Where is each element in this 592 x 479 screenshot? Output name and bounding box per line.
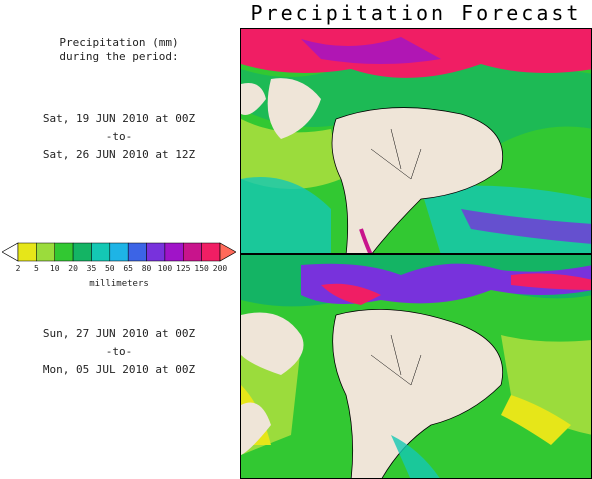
legend-tick-label: 10 bbox=[49, 264, 60, 273]
legend-swatch bbox=[183, 242, 202, 262]
legend-arrow-high bbox=[219, 242, 237, 262]
legend-swatch bbox=[146, 242, 166, 262]
header-line2: during the period: bbox=[59, 50, 179, 63]
legend-swatch bbox=[201, 242, 221, 262]
legend-header: Precipitation (mm) during the period: bbox=[0, 36, 238, 64]
legend-tick-label: 80 bbox=[141, 264, 152, 273]
legend-tick-label: 200 bbox=[212, 264, 228, 273]
period2-start: Sun, 27 JUN 2010 at 00Z bbox=[42, 327, 196, 340]
legend-swatch bbox=[109, 242, 129, 262]
map-period1 bbox=[240, 28, 592, 254]
period1-block: Sat, 19 JUN 2010 at 00Z -to- Sat, 26 JUN… bbox=[0, 112, 238, 162]
legend-swatch bbox=[72, 242, 92, 262]
legend-tick-label: 20 bbox=[68, 264, 78, 273]
legend-tick-label: 100 bbox=[157, 264, 173, 273]
legend-arrow-low bbox=[1, 242, 19, 262]
forecast-maps bbox=[240, 28, 592, 479]
legend-tick-label: 50 bbox=[104, 264, 115, 273]
legend-swatch bbox=[127, 242, 147, 262]
map-period2 bbox=[240, 254, 592, 479]
legend-tick-label: 65 bbox=[123, 264, 133, 273]
period2-to: -to- bbox=[105, 345, 133, 358]
period2-end: Mon, 05 JUL 2010 at 00Z bbox=[42, 363, 196, 376]
legend-swatch bbox=[17, 242, 37, 262]
precip-map-1 bbox=[241, 29, 591, 253]
legend-tick-label: 150 bbox=[194, 264, 209, 273]
precip-map-2 bbox=[241, 255, 591, 478]
legend-colorbar bbox=[1, 242, 237, 262]
legend-tick-label: 5 bbox=[33, 264, 39, 273]
period1-to: -to- bbox=[105, 130, 133, 143]
color-legend: 2 5 10 20 35 50 65 80 100 125 150 200 millimeters bbox=[1, 240, 237, 296]
legend-tick-label: 2 bbox=[15, 264, 21, 273]
legend-units: millimeters bbox=[89, 279, 149, 289]
legend-swatch bbox=[54, 242, 74, 262]
legend-tick-label: 125 bbox=[176, 264, 191, 273]
legend-tick-label: 35 bbox=[86, 264, 97, 273]
legend-tick-labels: 2 5 10 20 35 50 65 80 100 125 150 200 bbox=[2, 264, 236, 276]
period1-end: Sat, 26 JUN 2010 at 12Z bbox=[42, 148, 196, 161]
legend-swatch bbox=[164, 242, 184, 262]
period1-start: Sat, 19 JUN 2010 at 00Z bbox=[42, 112, 196, 125]
period2-block: Sun, 27 JUN 2010 at 00Z -to- Mon, 05 JUL… bbox=[0, 327, 238, 377]
legend-swatch bbox=[91, 242, 111, 262]
header-line1: Precipitation (mm) bbox=[59, 36, 179, 49]
legend-swatch bbox=[36, 242, 55, 262]
page-title: Precipitation Forecast bbox=[250, 1, 582, 25]
